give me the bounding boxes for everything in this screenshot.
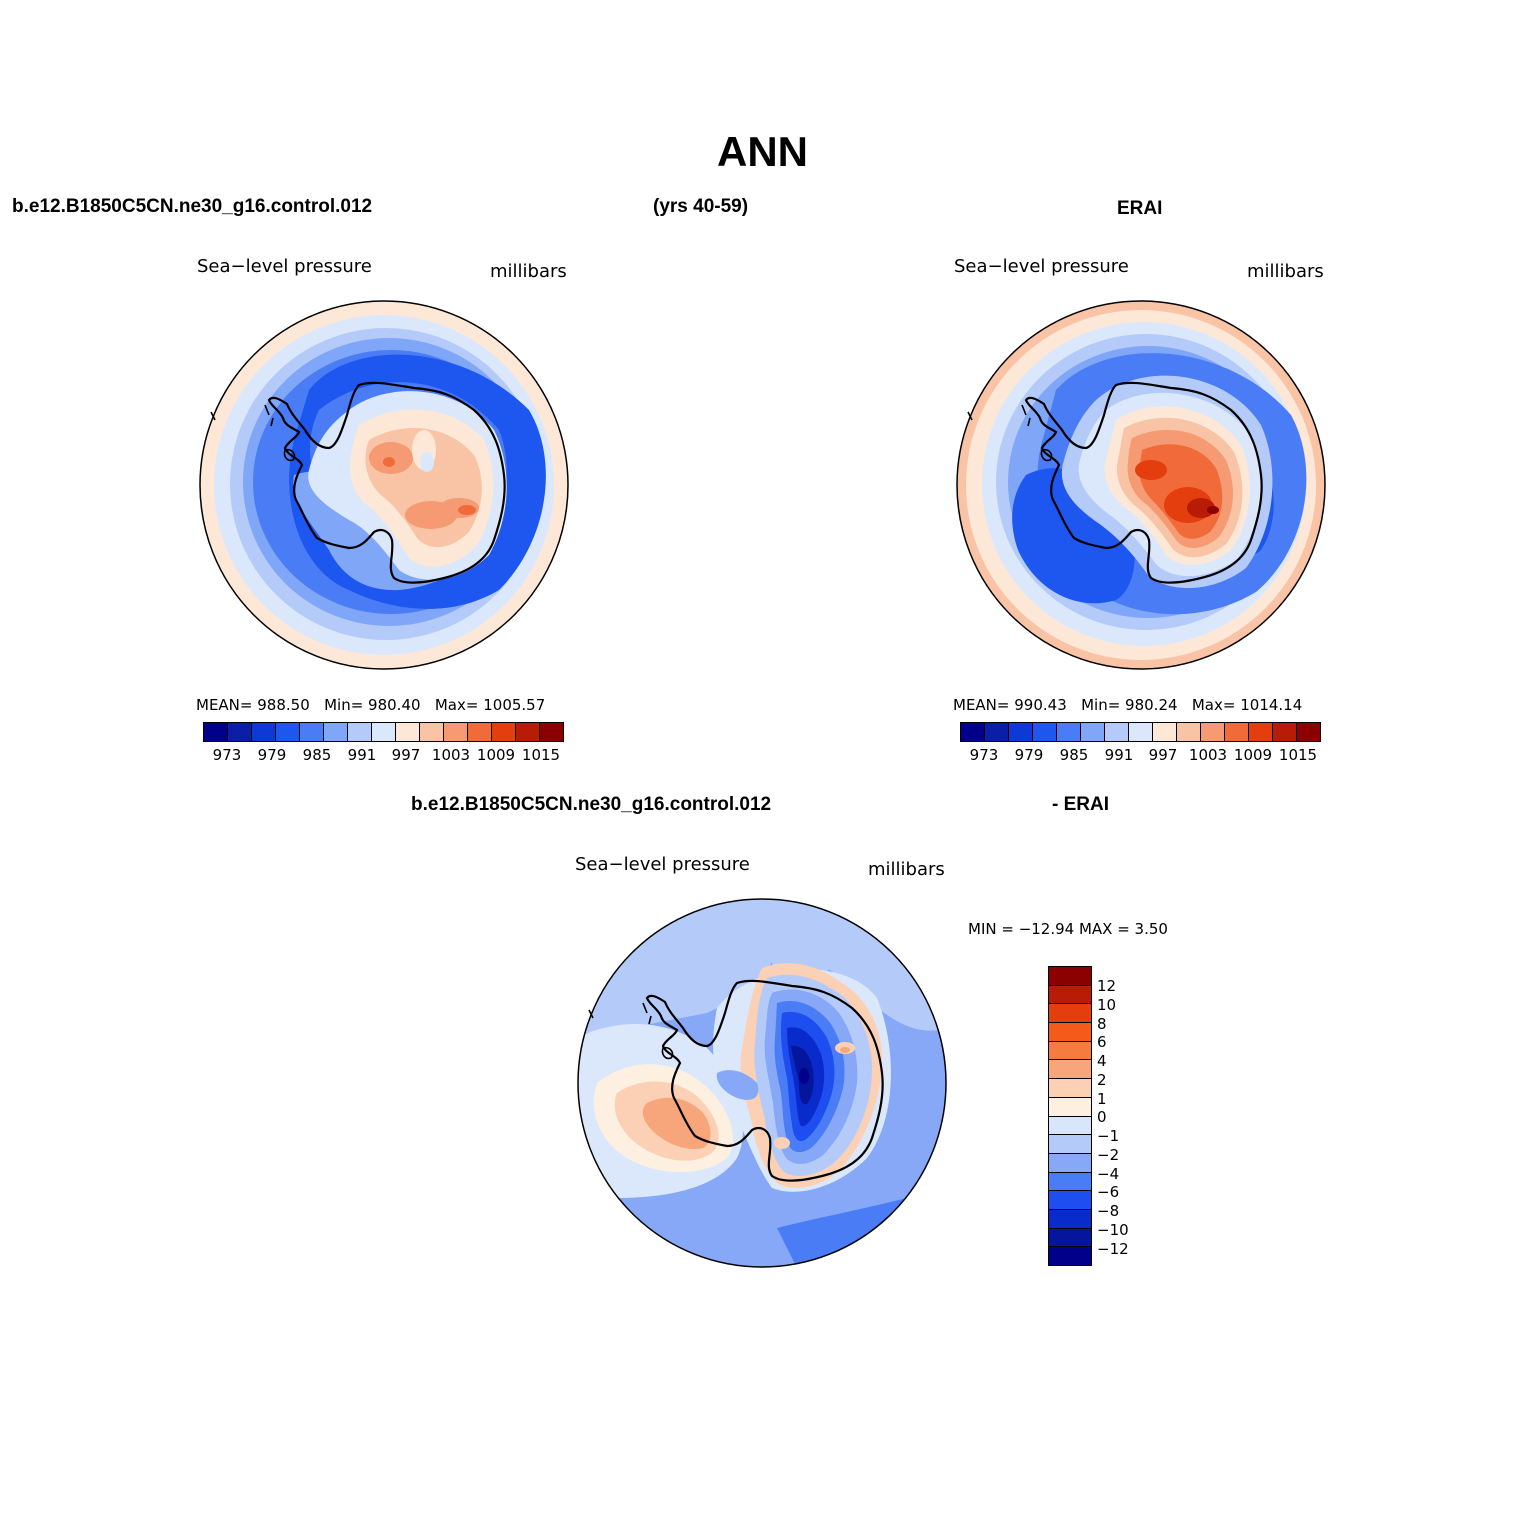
colorbar-swatch <box>1049 1135 1091 1154</box>
colorbar-swatch <box>961 723 985 741</box>
colorbar-swatch <box>1153 723 1177 741</box>
colorbar-tick-label: −1 <box>1097 1127 1120 1145</box>
colorbar-tick-label: 1015 <box>1278 746 1318 764</box>
colorbar-swatch <box>444 723 468 741</box>
diff-obs-label: - ERAI <box>1052 794 1109 815</box>
colorbar-swatch <box>324 723 348 741</box>
colorbar-swatch <box>1049 1153 1091 1173</box>
colorbar-tick-label: 997 <box>1148 746 1178 764</box>
colorbar-swatch <box>348 723 372 741</box>
colorbar-swatch <box>420 723 444 741</box>
colorbar-swatch <box>1057 723 1081 741</box>
colorbar-swatch <box>1049 1172 1091 1192</box>
colorbar-swatch <box>1129 723 1153 741</box>
colorbar-tick-label: −8 <box>1097 1202 1120 1220</box>
colorbar-tick-label: 1 <box>1097 1089 1107 1108</box>
colorbar-swatch <box>276 723 300 741</box>
colorbar-swatch <box>1081 723 1105 741</box>
case-name-label: b.e12.B1850C5CN.ne30_g16.control.012 <box>12 196 373 217</box>
colorbar-tick-label: 997 <box>391 746 421 764</box>
colorbar-tick-label: 1009 <box>1233 746 1273 764</box>
colorbar-tick-label: 973 <box>969 746 999 764</box>
model-units-label: millibars <box>490 261 567 282</box>
colorbar-tick-label: −12 <box>1097 1239 1129 1258</box>
colorbar-tick-label: 6 <box>1097 1033 1107 1052</box>
colorbar-tick-label: 0 <box>1097 1108 1107 1127</box>
colorbar-swatch <box>1177 723 1201 741</box>
colorbar-tick-label: 10 <box>1097 995 1117 1014</box>
diff-minmax: MIN = −12.94 MAX = 3.50 <box>968 920 1168 938</box>
colorbar-swatch <box>372 723 396 741</box>
diff-case-label: b.e12.B1850C5CN.ne30_g16.control.012 <box>411 794 772 815</box>
colorbar-swatch <box>1009 723 1033 741</box>
colorbar-swatch <box>396 723 420 741</box>
colorbar-swatch <box>1049 1004 1091 1024</box>
colorbar-tick-label: 985 <box>1059 746 1089 764</box>
obs-variable-label: Sea−level pressure <box>954 256 1129 277</box>
colorbar-swatch <box>1049 1097 1091 1117</box>
obs-units-label: millibars <box>1247 261 1324 282</box>
obs-colorbar <box>960 722 1321 742</box>
colorbar-swatch <box>1297 723 1320 741</box>
obs-name-label: ERAI <box>1117 198 1163 219</box>
model-colorbar <box>203 722 564 742</box>
obs-polar-map <box>956 300 1326 670</box>
colorbar-swatch <box>1049 1023 1091 1042</box>
colorbar-swatch <box>228 723 252 741</box>
colorbar-swatch <box>1225 723 1249 741</box>
colorbar-tick-label: 979 <box>257 746 287 764</box>
diff-variable-label: Sea−level pressure <box>575 854 750 875</box>
colorbar-tick-label: −2 <box>1097 1145 1120 1164</box>
colorbar-tick-label: 985 <box>302 746 332 764</box>
colorbar-swatch <box>1049 1209 1091 1229</box>
colorbar-tick-label: −10 <box>1097 1220 1129 1239</box>
colorbar-tick-label: 1003 <box>431 746 471 764</box>
colorbar-swatch <box>1049 1041 1091 1061</box>
colorbar-tick-label: 991 <box>1104 746 1134 764</box>
colorbar-tick-label: −4 <box>1097 1164 1120 1183</box>
colorbar-swatch <box>540 723 563 741</box>
colorbar-swatch <box>1033 723 1057 741</box>
colorbar-swatch <box>1049 985 1091 1005</box>
colorbar-swatch <box>204 723 228 741</box>
colorbar-swatch <box>1105 723 1129 741</box>
colorbar-tick-label: 8 <box>1097 1014 1107 1033</box>
colorbar-tick-label: −6 <box>1097 1183 1120 1202</box>
colorbar-swatch <box>1049 967 1091 986</box>
colorbar-swatch <box>300 723 324 741</box>
obs-stats: MEAN= 990.43 Min= 980.24 Max= 1014.14 <box>953 696 1303 714</box>
colorbar-tick-label: 1015 <box>521 746 561 764</box>
model-stats: MEAN= 988.50 Min= 980.40 Max= 1005.57 <box>196 696 546 714</box>
model-variable-label: Sea−level pressure <box>197 256 372 277</box>
diff-colorbar <box>1048 966 1092 1266</box>
colorbar-swatch <box>1049 1079 1091 1098</box>
colorbar-tick-label: 4 <box>1097 1052 1107 1070</box>
colorbar-swatch <box>1049 1116 1091 1136</box>
colorbar-tick-label: 2 <box>1097 1070 1107 1089</box>
colorbar-swatch <box>468 723 492 741</box>
model-polar-map <box>199 300 569 670</box>
colorbar-swatch <box>1201 723 1225 741</box>
colorbar-tick-label: 1009 <box>476 746 516 764</box>
colorbar-swatch <box>1049 1228 1091 1248</box>
colorbar-tick-label: 979 <box>1014 746 1044 764</box>
colorbar-tick-label: 973 <box>212 746 242 764</box>
colorbar-swatch <box>252 723 276 741</box>
colorbar-tick-label: 1003 <box>1188 746 1228 764</box>
diff-polar-map <box>577 898 947 1268</box>
colorbar-swatch <box>516 723 540 741</box>
diff-units-label: millibars <box>868 859 945 880</box>
colorbar-swatch <box>1249 723 1273 741</box>
colorbar-tick-label: 991 <box>347 746 377 764</box>
plot-title: ANN <box>717 128 808 175</box>
colorbar-swatch <box>1049 1060 1091 1080</box>
colorbar-swatch <box>1049 1247 1091 1265</box>
colorbar-swatch <box>1049 1191 1091 1210</box>
colorbar-tick-label: 12 <box>1097 977 1117 995</box>
colorbar-swatch <box>492 723 516 741</box>
colorbar-swatch <box>1273 723 1297 741</box>
colorbar-swatch <box>985 723 1009 741</box>
years-label: (yrs 40-59) <box>653 196 749 217</box>
